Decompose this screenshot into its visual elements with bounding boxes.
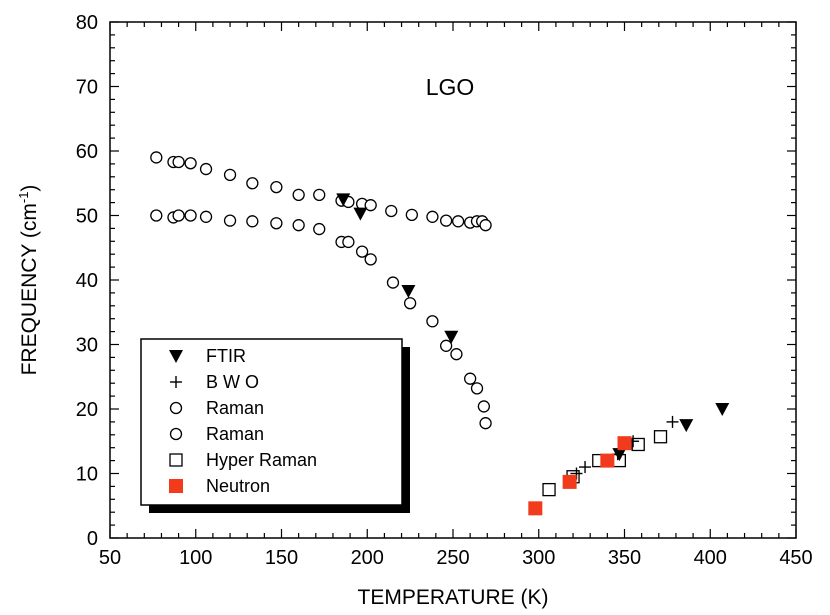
x-tick-label: 150	[265, 547, 298, 569]
x-tick-label: 200	[351, 547, 384, 569]
data-point	[150, 209, 163, 222]
y-axis-label-sup: -1	[16, 192, 31, 204]
legend-label-bwo: B W O	[206, 372, 259, 392]
y-tick-label: 10	[76, 464, 98, 486]
legend-marker	[169, 427, 183, 441]
data-point	[364, 253, 377, 266]
y-tick-label: 20	[76, 399, 98, 421]
data-point	[612, 448, 627, 462]
legend-marker	[169, 350, 183, 363]
data-point	[403, 297, 417, 310]
legend-markers	[169, 350, 183, 493]
data-point	[653, 430, 668, 444]
data-point	[355, 245, 369, 258]
data-point	[444, 330, 459, 344]
legend: FTIR B W O Raman Raman Hyper Raman Neutr…	[140, 338, 410, 513]
data-point	[631, 437, 645, 452]
x-tick-label: 300	[522, 547, 555, 569]
axis-ticks	[109, 21, 797, 539]
data-point	[172, 209, 185, 222]
y-axis-label: FREQUENCY (cm-1)	[16, 185, 41, 376]
data-point	[223, 168, 237, 182]
data-point	[386, 276, 400, 289]
data-point	[617, 436, 632, 451]
data-point	[246, 177, 259, 190]
legend-marker	[169, 479, 183, 493]
data-point	[401, 284, 416, 298]
data-point	[150, 151, 163, 164]
y-tick-label: 80	[76, 12, 98, 34]
data-point	[439, 339, 453, 352]
data-point	[470, 382, 484, 395]
data-point	[246, 215, 259, 228]
data-point	[579, 461, 592, 474]
x-tick-label: 50	[99, 547, 121, 569]
legend-marker	[170, 376, 182, 388]
legend-marker	[169, 401, 183, 415]
data-point	[199, 162, 213, 176]
data-point	[666, 415, 679, 428]
legend-label-raman-1: Raman	[206, 398, 264, 418]
legend-marker	[169, 453, 183, 467]
y-axis-label-close: )	[18, 185, 41, 192]
y-tick-label: 60	[76, 141, 98, 163]
data-point	[292, 188, 305, 202]
data-point	[542, 482, 556, 497]
data-point	[270, 180, 283, 194]
y-tick-label: 50	[76, 206, 98, 228]
y-axis-label-main: FREQUENCY (cm	[18, 203, 41, 375]
data-point	[184, 157, 197, 170]
legend-label-neutron: Neutron	[206, 476, 270, 496]
y-tick-label: 30	[76, 335, 98, 357]
data-point	[199, 210, 213, 223]
data-point	[451, 215, 465, 228]
data-points	[150, 151, 730, 516]
data-point	[477, 400, 491, 413]
tick-labels: 50 100 150 200 250 300 350 400 450 0 10 20 30 40 50 60 7…	[76, 12, 813, 569]
legend-label-ftir: FTIR	[206, 346, 246, 366]
data-point	[292, 219, 305, 232]
legend-label-hyper-raman: Hyper Raman	[206, 450, 317, 470]
data-point	[313, 222, 326, 236]
data-point	[336, 193, 351, 207]
x-tick-label: 450	[779, 547, 812, 569]
data-point	[600, 453, 615, 468]
data-point	[562, 474, 577, 489]
data-point	[528, 501, 543, 516]
legend-box	[140, 338, 403, 506]
legend-label-raman-2: Raman	[206, 424, 264, 444]
data-point	[353, 207, 368, 221]
y-tick-label: 0	[87, 528, 98, 550]
data-point	[270, 217, 283, 230]
data-point	[172, 155, 185, 169]
data-point	[463, 372, 477, 385]
x-tick-label: 250	[436, 547, 469, 569]
data-point	[405, 208, 418, 222]
data-point	[450, 348, 463, 361]
data-point	[479, 417, 492, 430]
x-tick-label: 100	[179, 547, 212, 569]
data-point	[715, 403, 730, 416]
x-tick-label: 350	[608, 547, 641, 569]
x-tick-label: 400	[694, 547, 727, 569]
data-point	[679, 419, 694, 433]
data-point	[426, 315, 439, 328]
data-point	[364, 199, 377, 212]
y-tick-label: 70	[76, 77, 98, 99]
data-point	[313, 188, 326, 202]
data-point	[184, 209, 197, 222]
y-tick-label: 40	[76, 270, 98, 292]
data-point	[385, 204, 398, 218]
data-point	[342, 235, 355, 249]
x-axis-label: TEMPERATURE (K)	[358, 586, 549, 609]
data-point	[223, 214, 237, 227]
data-point	[439, 214, 453, 227]
data-point	[479, 219, 492, 232]
chart-title: LGO	[426, 74, 475, 100]
data-point	[426, 210, 439, 223]
